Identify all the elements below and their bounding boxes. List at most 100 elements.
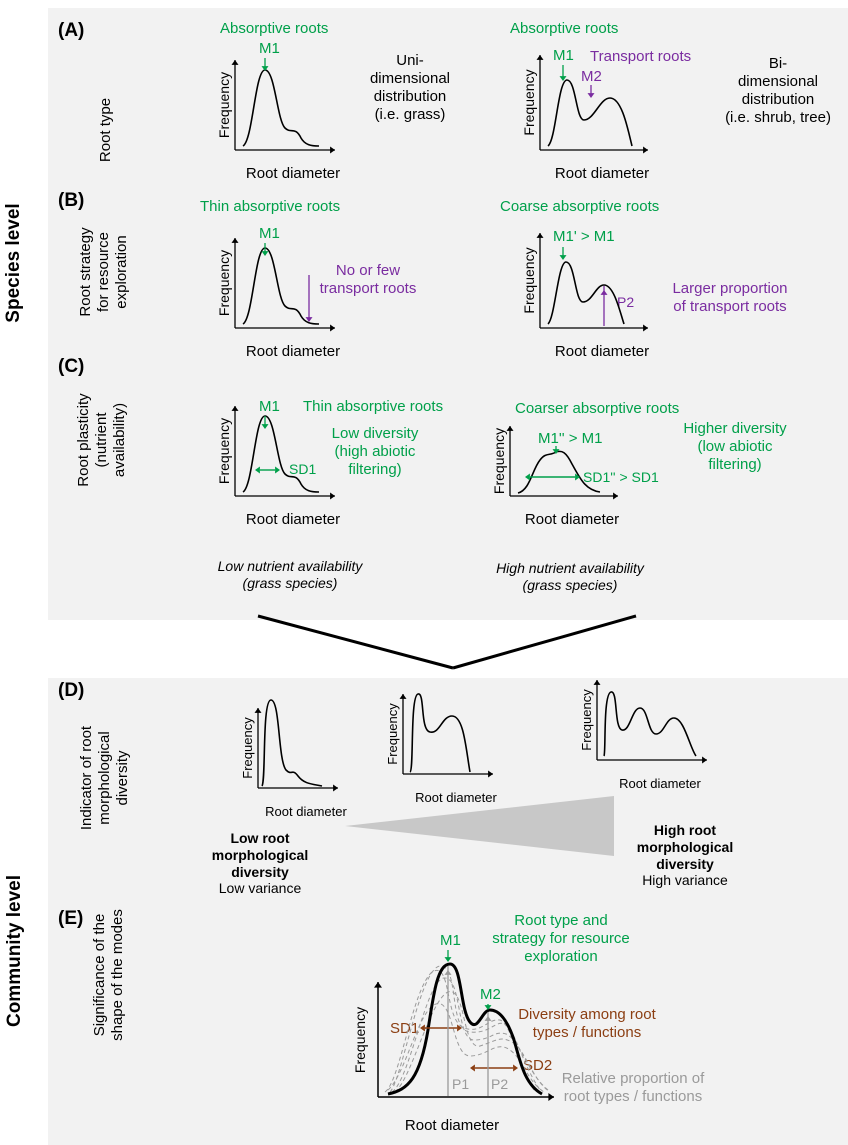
arrowhead <box>254 708 262 713</box>
E-main-curve <box>387 962 543 1096</box>
arrowhead <box>587 93 595 98</box>
A-right-desc: Bi-dimensional distribution (i.e. shrub, t… <box>725 55 831 126</box>
B-right-curve <box>547 261 625 325</box>
arrowhead <box>305 317 313 322</box>
A-left-plot-ylabel: Frequency <box>216 72 232 138</box>
B-left-plot-xlabel: Root diameter <box>246 343 340 360</box>
C-left-curve <box>242 415 320 493</box>
arrowhead <box>593 680 601 685</box>
arrowhead <box>552 449 560 454</box>
E-variant-curve-3 <box>394 991 551 1093</box>
E-p1: P1 <box>452 1076 470 1092</box>
arrowhead <box>333 784 338 792</box>
label-C: (C) <box>58 356 85 377</box>
B-left-mode: M1 <box>259 225 280 242</box>
A-left-mode: M1 <box>259 40 280 57</box>
arrowhead <box>643 324 648 332</box>
B-right-p2: P2 <box>617 294 635 310</box>
E-variant-curve-4 <box>387 1003 545 1093</box>
diversity-wedge <box>345 796 614 856</box>
arrowhead <box>255 466 260 474</box>
A-right-mode2: M2 <box>581 68 602 85</box>
D-mid-curve <box>409 693 471 773</box>
arrowhead <box>330 324 335 332</box>
D-high-plot-xlabel: Root diameter <box>619 776 701 791</box>
arrowhead <box>513 1064 518 1072</box>
C-left-mode: M1 <box>259 398 280 415</box>
C-right-plot-ylabel: Frequency <box>491 428 507 494</box>
B-right-title: Coarse absorptive roots <box>500 198 660 215</box>
arrowhead <box>444 957 452 962</box>
arrowhead <box>444 970 452 975</box>
species-panel <box>48 8 848 620</box>
D-mid-plot-xlabel: Root diameter <box>415 790 497 805</box>
E-variant-curve-2 <box>384 969 535 1093</box>
arrowhead <box>536 233 544 238</box>
E-note-green: Root type and strategy for resource explor… <box>492 912 630 965</box>
A-right-plot-xlabel: Root diameter <box>555 165 649 182</box>
arrowhead <box>261 424 269 429</box>
arrowhead <box>536 55 544 60</box>
arrowhead <box>470 1064 475 1072</box>
C-left-title: Thin absorptive roots <box>303 398 444 415</box>
arrowhead <box>231 238 239 243</box>
C-left-caption: Low nutrient availability (grass species) <box>217 558 363 591</box>
C-right-note: Higher diversity (low abiotic filtering) <box>683 420 787 473</box>
arrowhead <box>643 146 648 154</box>
C-left-sd: SD1 <box>289 461 317 477</box>
arrowhead <box>261 251 269 256</box>
C-left-plot-ylabel: Frequency <box>216 418 232 484</box>
D-high-label: High root morphological diversity High v… <box>636 822 734 889</box>
B-right-mode: M1' > M1 <box>553 228 615 245</box>
E-m1: M1 <box>440 932 461 949</box>
D-low-plot-xlabel: Root diameter <box>265 804 347 819</box>
arrowhead <box>330 146 335 154</box>
C-left-plot-xlabel: Root diameter <box>246 511 340 528</box>
E-m2: M2 <box>480 986 501 1003</box>
B-right-note: Larger proportion of transport roots <box>672 280 788 315</box>
B-left-curve <box>242 247 320 325</box>
arrowhead <box>575 473 580 481</box>
D-high-curve <box>603 691 697 757</box>
label-D: (D) <box>58 680 85 701</box>
B-left-plot-ylabel: Frequency <box>216 250 232 316</box>
label-B: (B) <box>58 190 85 211</box>
arrowhead <box>231 60 239 65</box>
D-high-plot-ylabel: Frequency <box>579 689 594 751</box>
D-low-curve <box>261 699 323 787</box>
E-note-brown: Diversity among root types / functions <box>518 1006 656 1041</box>
A-right-transport: Transport roots <box>590 48 692 65</box>
D-low-label: Low root morphological diversity Low var… <box>211 830 309 897</box>
E-ylabel: Frequency <box>352 1007 368 1073</box>
A-left-title: Absorptive roots <box>220 20 329 37</box>
arrowhead <box>484 1005 492 1010</box>
arrowhead <box>559 255 567 260</box>
B-right-plot-xlabel: Root diameter <box>555 343 649 360</box>
arrowhead <box>613 492 618 500</box>
arrowhead <box>702 756 707 764</box>
arrowhead <box>261 66 269 71</box>
C-right-sd: SD1'' > SD1 <box>583 469 659 485</box>
E-xlabel: Root diameter <box>405 1117 499 1134</box>
C-right-plot-xlabel: Root diameter <box>525 511 619 528</box>
label-E: (E) <box>58 908 84 929</box>
A-left-plot-xlabel: Root diameter <box>246 165 340 182</box>
C-right-curve <box>517 450 601 494</box>
E-variant-curve-0 <box>389 965 541 1093</box>
label-A: (A) <box>58 20 85 41</box>
A-left-curve <box>242 69 320 147</box>
D-mid-plot-ylabel: Frequency <box>385 703 400 765</box>
C-left-note: Low diversity (high abiotic filtering) <box>331 425 419 478</box>
arrowhead <box>548 1093 554 1101</box>
A-right-mode1: M1 <box>553 47 574 64</box>
arrowhead <box>231 406 239 411</box>
A-right-plot-ylabel: Frequency <box>521 69 537 135</box>
C-right-caption: High nutrient availability (grass species… <box>496 560 644 593</box>
B-left-note: No or few transport roots <box>319 262 417 297</box>
E-sd2: SD2 <box>523 1057 553 1074</box>
arrowhead <box>457 1024 462 1032</box>
arrowhead <box>525 473 530 481</box>
A-right-curve <box>547 79 633 147</box>
arrowhead <box>600 290 608 295</box>
